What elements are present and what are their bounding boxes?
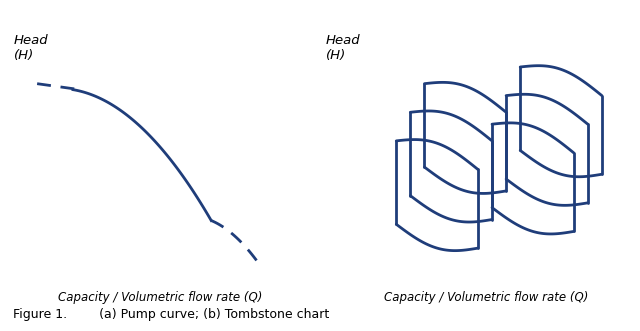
Text: Capacity / Volumetric flow rate (Q): Capacity / Volumetric flow rate (Q) bbox=[58, 291, 262, 304]
Text: Figure 1.        (a) Pump curve; (b) Tombstone chart: Figure 1. (a) Pump curve; (b) Tombstone … bbox=[13, 308, 329, 321]
Text: Head
(H): Head (H) bbox=[14, 34, 49, 62]
Text: Head
(H): Head (H) bbox=[326, 34, 360, 62]
Text: Capacity / Volumetric flow rate (Q): Capacity / Volumetric flow rate (Q) bbox=[384, 291, 589, 304]
